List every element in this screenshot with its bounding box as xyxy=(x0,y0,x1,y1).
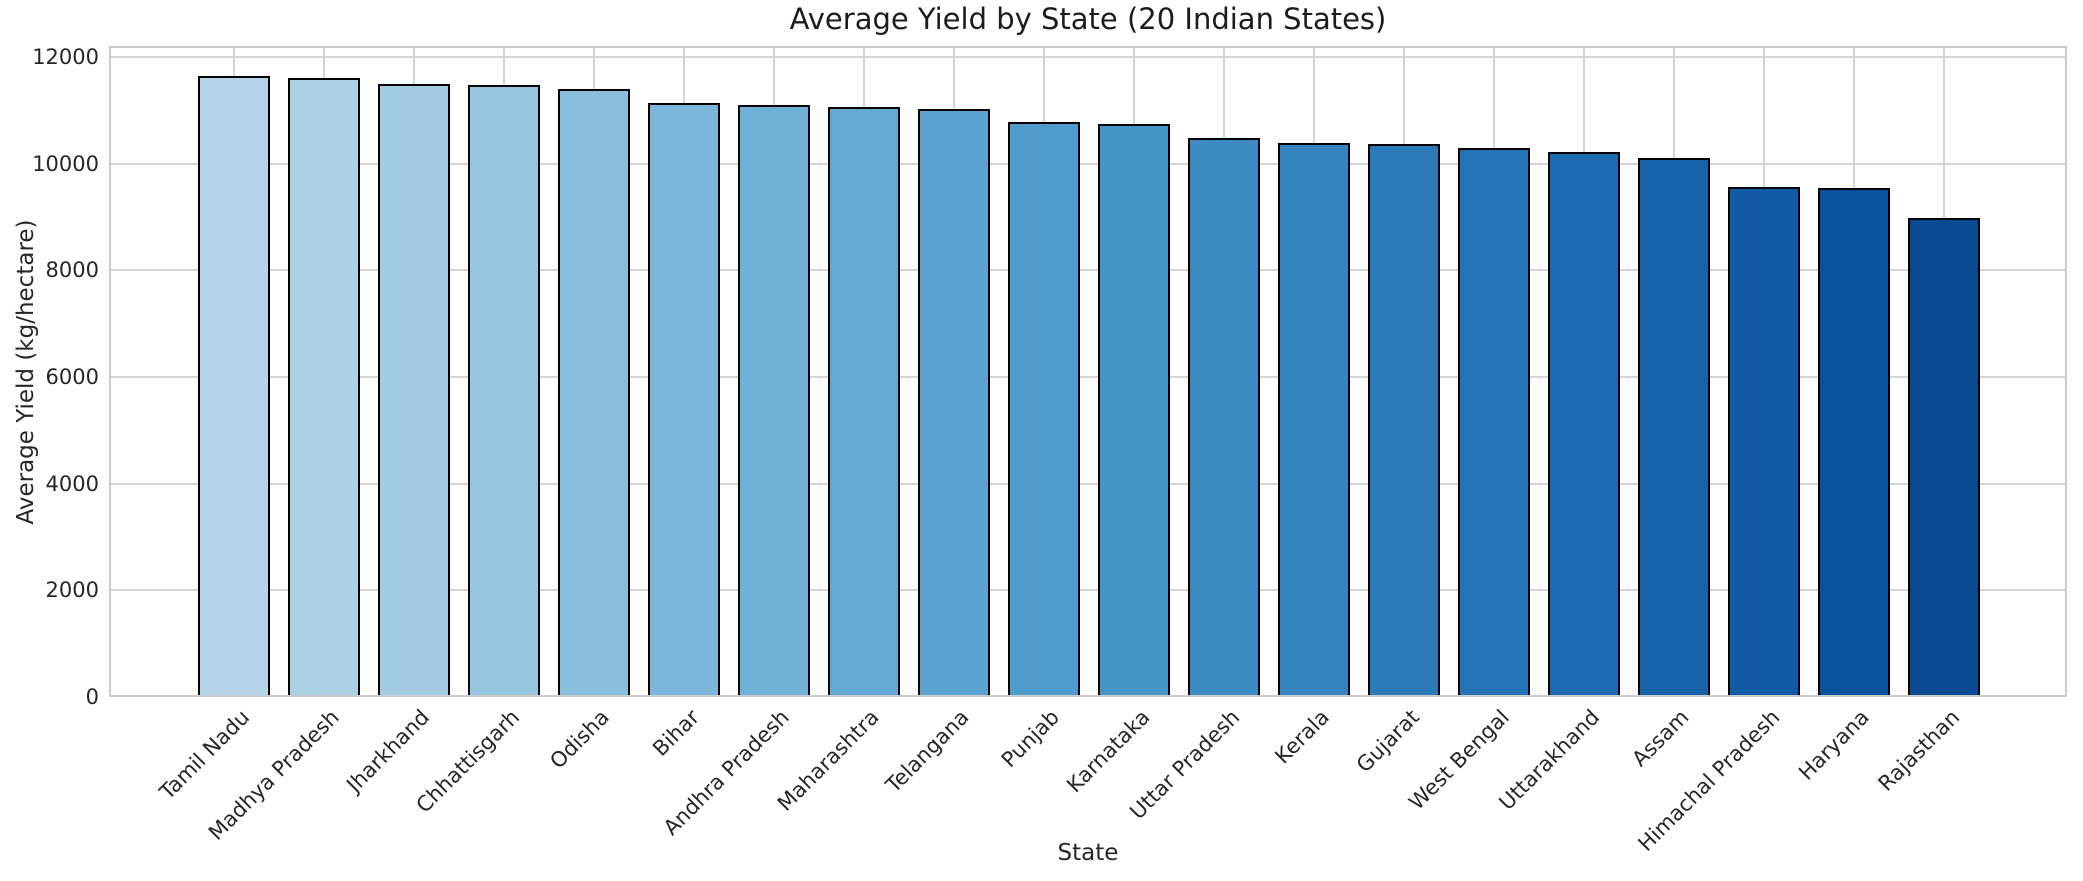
bar-andhra-pradesh xyxy=(738,105,810,697)
x-tick-label: Haryana xyxy=(1794,705,1874,785)
x-tick-label: Rajasthan xyxy=(1873,705,1964,796)
bar-haryana xyxy=(1818,188,1890,697)
bar-uttar-pradesh xyxy=(1188,138,1260,697)
x-tick-label: Jharkhand xyxy=(342,705,434,797)
bar-telangana xyxy=(918,109,990,697)
bar-west-bengal xyxy=(1458,148,1530,697)
y-tick-label: 12000 xyxy=(32,45,99,69)
x-tick-label: Odisha xyxy=(545,705,614,774)
bar-rajasthan xyxy=(1908,218,1980,697)
spine-top xyxy=(109,46,2067,48)
h-gridline xyxy=(109,269,2067,272)
bar-kerala xyxy=(1278,143,1350,697)
x-axis-label: State xyxy=(1057,840,1119,866)
spine-right xyxy=(2065,46,2067,697)
bar-gujarat xyxy=(1368,144,1440,697)
bar-maharashtra xyxy=(828,107,900,697)
bar-jharkhand xyxy=(378,84,450,697)
h-gridline xyxy=(109,376,2067,378)
h-gridline xyxy=(109,589,2067,592)
x-tick-label: Bihar xyxy=(648,705,704,761)
chart-title: Average Yield by State (20 Indian States… xyxy=(789,2,1387,36)
bar-madhya-pradesh xyxy=(288,78,360,697)
h-gridline xyxy=(109,56,2067,58)
x-tick-label: Gujarat xyxy=(1351,705,1424,778)
x-tick-label: Assam xyxy=(1627,705,1694,772)
y-tick-label: 10000 xyxy=(32,151,99,176)
y-tick-label: 2000 xyxy=(45,578,99,603)
bar-bihar xyxy=(648,103,720,697)
h-gridline xyxy=(109,482,2067,485)
bar-uttarakhand xyxy=(1548,152,1620,697)
bar-punjab xyxy=(1008,122,1080,697)
bar-assam xyxy=(1638,158,1710,697)
bar-himachal-pradesh xyxy=(1728,187,1800,697)
bar-odisha xyxy=(558,89,630,697)
x-tick-label: Kerala xyxy=(1270,705,1334,769)
bar-chhattisgarh xyxy=(468,85,540,697)
y-tick-label: 0 xyxy=(85,685,99,709)
bar-tamil-nadu xyxy=(198,76,270,697)
y-tick-label: 6000 xyxy=(45,365,99,389)
x-tick-label: Punjab xyxy=(996,705,1064,773)
x-tick-label: Karnataka xyxy=(1061,705,1154,798)
y-tick-label: 4000 xyxy=(45,471,99,496)
spine-bottom xyxy=(109,695,2067,697)
x-tick-label: Tamil Nadu xyxy=(154,705,254,805)
x-tick-label: Telangana xyxy=(881,705,974,798)
plot-area xyxy=(109,46,2067,697)
bar-karnataka xyxy=(1098,124,1170,697)
h-gridline xyxy=(109,162,2067,165)
spine-left xyxy=(109,46,111,697)
y-tick-label: 8000 xyxy=(45,258,99,283)
